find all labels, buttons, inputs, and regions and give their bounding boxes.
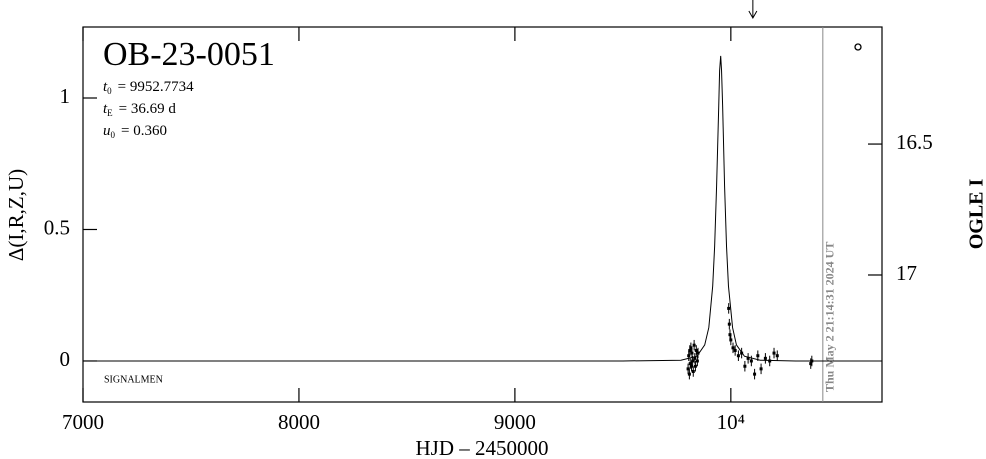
y2-axis-label: OGLE I	[966, 178, 986, 249]
arrow-marker	[748, 0, 758, 20]
annotation-subscript: 0	[107, 86, 112, 96]
data-point	[746, 356, 750, 360]
plot-frame	[82, 26, 883, 403]
data-point	[728, 333, 732, 337]
annotation: tE = 36.69 d	[103, 101, 176, 118]
annotation-symbol: t	[103, 79, 108, 95]
data-point	[691, 359, 695, 363]
data-point	[772, 351, 776, 355]
y-axis-label: Δ(I,R,Z,U)	[4, 169, 28, 261]
chart-title: OB-23-0051	[103, 36, 275, 73]
data-point	[687, 354, 691, 358]
model-curve	[83, 55, 882, 362]
data-point	[729, 338, 733, 342]
data-point	[768, 359, 772, 363]
annotation-value: = 0.360	[121, 123, 167, 139]
x-tick-label: 10⁴	[717, 410, 745, 434]
annotation: u0 = 0.360	[103, 123, 167, 140]
x-tick-label: 7000	[62, 410, 104, 434]
data-point	[686, 367, 690, 371]
data-point	[688, 348, 692, 352]
data-point	[753, 372, 757, 376]
data-point	[809, 362, 813, 366]
y2-tick-label: 17	[896, 261, 917, 285]
data-point	[690, 351, 694, 355]
data-point	[693, 356, 697, 360]
y2-tick-label: 16.5	[896, 130, 933, 154]
data-point	[743, 364, 747, 368]
data-point	[756, 354, 760, 358]
data-point	[727, 306, 731, 310]
data-point	[688, 362, 692, 366]
data-point	[749, 359, 753, 363]
annotation-value: = 36.69 d	[119, 101, 177, 117]
annotation-symbol: u	[103, 123, 111, 139]
data-point	[736, 354, 740, 358]
y-tick-label: 0	[60, 347, 71, 371]
data-point	[740, 351, 744, 355]
annotation-subscript: E	[107, 108, 113, 118]
data-point	[759, 367, 763, 371]
data-point	[689, 346, 693, 350]
data-point	[763, 356, 767, 360]
data-point	[695, 359, 699, 363]
x-tick-label: 9000	[494, 410, 536, 434]
annotation: t0 = 9952.7734	[103, 79, 194, 96]
data-point	[810, 359, 814, 363]
data-point	[692, 343, 696, 347]
data-point	[691, 369, 695, 373]
y-tick-label: 1	[60, 84, 71, 108]
annotation-value: = 9952.7734	[118, 79, 194, 95]
x-tick-label: 8000	[278, 410, 320, 434]
data-point	[696, 351, 700, 355]
data-point	[731, 346, 735, 350]
footer-label: SIGNALMEN	[104, 374, 163, 385]
data-point	[693, 364, 697, 368]
marker-symbol	[854, 43, 862, 51]
y-tick-label: 0.5	[44, 215, 70, 239]
data-point	[690, 364, 694, 368]
data-point	[687, 372, 691, 376]
data-point	[694, 348, 698, 352]
data-point	[727, 322, 731, 326]
data-point	[775, 354, 779, 358]
x-axis-label: HJD – 2450000	[415, 436, 548, 459]
annotation-symbol: t	[103, 101, 108, 117]
data-point	[733, 348, 737, 352]
annotation-subscript: 0	[111, 130, 116, 140]
timestamp-label: Thu May 2 21:14:31 2024 UT	[823, 242, 837, 392]
